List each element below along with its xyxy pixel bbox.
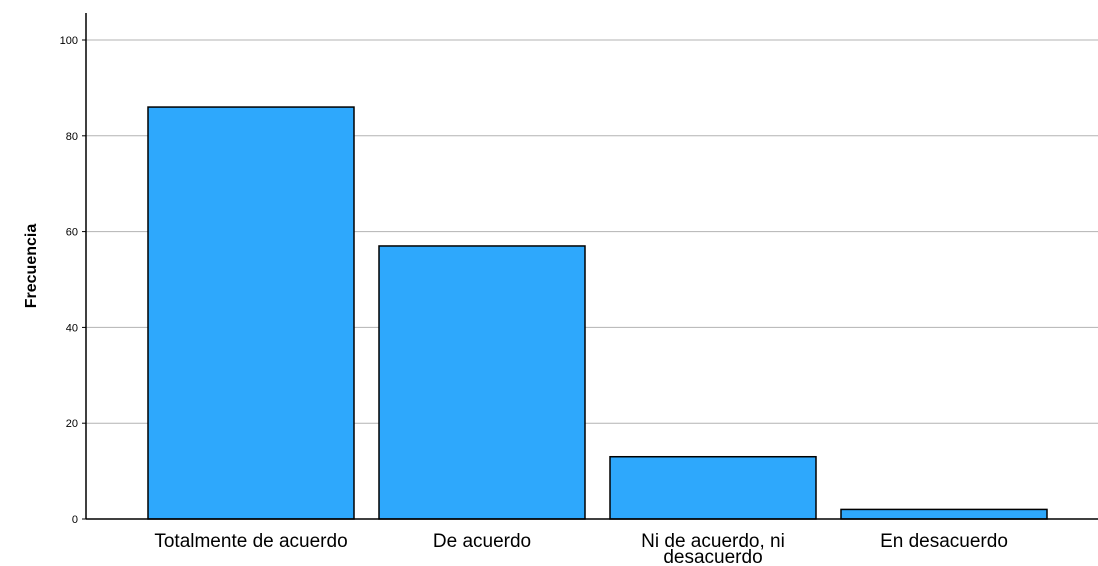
bar xyxy=(147,106,355,520)
bar xyxy=(840,508,1048,520)
bars xyxy=(147,106,1048,520)
y-tick-label: 100 xyxy=(60,35,78,47)
y-tick-label: 40 xyxy=(66,322,78,334)
y-tick-label: 60 xyxy=(66,227,78,239)
x-tick-label: Totalmente de acuerdo xyxy=(154,531,347,552)
x-tick-label: Ni de acuerdo, ni xyxy=(641,531,785,552)
bar xyxy=(609,455,817,520)
x-tick-label: De acuerdo xyxy=(433,531,531,552)
y-tick-labels: 0 20 40 60 80 100 xyxy=(60,35,78,526)
x-tick-label: En desacuerdo xyxy=(880,531,1008,552)
y-tick-label: 80 xyxy=(66,131,78,143)
bar xyxy=(378,245,586,520)
y-axis-title: Frecuencia xyxy=(23,224,40,309)
x-tick-label: desacuerdo xyxy=(663,547,762,566)
y-tick-label: 0 xyxy=(72,514,78,526)
y-tick-label: 20 xyxy=(66,418,78,430)
x-tick-labels: Totalmente de acuerdo De acuerdo Ni de acu… xyxy=(154,531,1008,566)
axes xyxy=(82,13,1098,520)
